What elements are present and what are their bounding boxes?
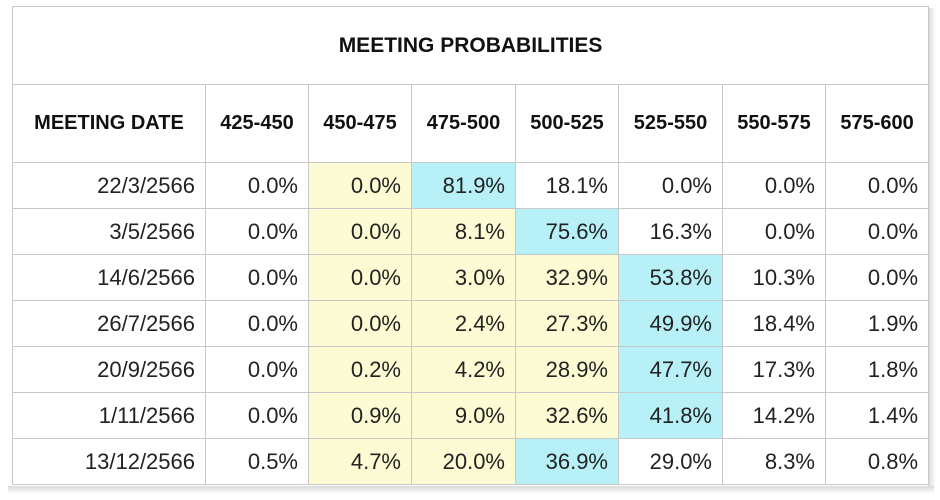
table-row: 20/9/2566 0.0% 0.2% 4.2% 28.9% 47.7% 17.3% 1.8% [12, 346, 930, 393]
table-title: MEETING PROBABILITIES [11, 6, 930, 85]
probability-cell: 4.7% [308, 438, 412, 485]
probability-cell: 2.4% [411, 300, 516, 347]
probability-cell: 36.9% [515, 438, 619, 485]
probability-cell: 27.3% [515, 300, 619, 347]
probability-cell: 0.0% [205, 300, 309, 347]
probability-cell: 9.0% [411, 392, 516, 439]
probability-cell: 1.9% [824, 300, 930, 347]
probability-cell: 0.0% [722, 208, 826, 255]
probability-cell: 0.8% [824, 438, 930, 485]
meeting-date-cell: 26/7/2566 [12, 300, 206, 347]
probability-cell: 47.7% [618, 346, 723, 393]
probability-cell: 18.1% [515, 162, 619, 209]
probability-cell: 0.0% [205, 254, 309, 301]
probability-cell: 32.9% [515, 254, 619, 301]
meeting-date-cell: 14/6/2566 [12, 254, 206, 301]
probability-cell: 0.0% [618, 162, 723, 209]
table-row: 14/6/2566 0.0% 0.0% 3.0% 32.9% 53.8% 10.3% 0.0% [12, 254, 930, 301]
probability-cell: 29.0% [618, 438, 723, 485]
meeting-date-cell: 1/11/2566 [12, 392, 206, 439]
probability-cell: 32.6% [515, 392, 619, 439]
probability-cell: 1.4% [824, 392, 930, 439]
probability-cell: 0.9% [308, 392, 412, 439]
probability-cell: 10.3% [722, 254, 826, 301]
probability-cell: 0.2% [308, 346, 412, 393]
panel-shadow-bottom [8, 486, 934, 494]
table-row: 3/5/2566 0.0% 0.0% 8.1% 75.6% 16.3% 0.0% 0.0% [12, 208, 930, 255]
header-meeting-date: MEETING DATE [12, 84, 206, 163]
header-range: 525-550 [618, 84, 723, 163]
title-row: MEETING PROBABILITIES [11, 6, 930, 85]
probability-cell: 8.1% [411, 208, 516, 255]
meeting-probabilities-table: MEETING PROBABILITIES MEETING DATE 425-4… [11, 6, 930, 485]
probability-cell: 16.3% [618, 208, 723, 255]
probability-cell: 53.8% [618, 254, 723, 301]
table-row: 13/12/2566 0.5% 4.7% 20.0% 36.9% 29.0% 8.3% 0.8… [12, 438, 930, 485]
table-row: 22/3/2566 0.0% 0.0% 81.9% 18.1% 0.0% 0.0% 0.0% [12, 162, 930, 209]
probability-cell: 49.9% [618, 300, 723, 347]
probability-cell: 20.0% [411, 438, 516, 485]
probability-cell: 0.0% [308, 300, 412, 347]
probability-cell: 0.0% [824, 208, 930, 255]
table-body: 22/3/2566 0.0% 0.0% 81.9% 18.1% 0.0% 0.0% 0.0% 3… [12, 162, 930, 485]
probability-cell: 0.0% [824, 254, 930, 301]
panel-shadow-right [928, 8, 936, 488]
probability-cell: 0.0% [308, 254, 412, 301]
probability-cell: 0.0% [205, 346, 309, 393]
header-range: 425-450 [205, 84, 309, 163]
probability-cell: 0.0% [205, 162, 309, 209]
meeting-date-cell: 3/5/2566 [12, 208, 206, 255]
probability-cell: 41.8% [618, 392, 723, 439]
probability-cell: 17.3% [722, 346, 826, 393]
probability-cell: 28.9% [515, 346, 619, 393]
header-range: 500-525 [515, 84, 619, 163]
table-row: 1/11/2566 0.0% 0.9% 9.0% 32.6% 41.8% 14.2% 1.4% [12, 392, 930, 439]
probability-cell: 1.8% [824, 346, 930, 393]
probability-cell: 18.4% [722, 300, 826, 347]
probability-cell: 75.6% [515, 208, 619, 255]
meeting-date-cell: 20/9/2566 [12, 346, 206, 393]
probability-cell: 0.0% [205, 208, 309, 255]
header-range: 550-575 [722, 84, 826, 163]
header-range: 450-475 [308, 84, 412, 163]
probability-cell: 81.9% [411, 162, 516, 209]
meeting-date-cell: 13/12/2566 [12, 438, 206, 485]
header-range: 475-500 [411, 84, 516, 163]
probability-cell: 8.3% [722, 438, 826, 485]
probability-cell: 0.5% [205, 438, 309, 485]
probability-cell: 0.0% [308, 162, 412, 209]
probability-cell: 0.0% [722, 162, 826, 209]
meeting-date-cell: 22/3/2566 [12, 162, 206, 209]
probability-cell: 14.2% [722, 392, 826, 439]
table-row: 26/7/2566 0.0% 0.0% 2.4% 27.3% 49.9% 18.4% 1.9% [12, 300, 930, 347]
probability-cell: 4.2% [411, 346, 516, 393]
probability-cell: 0.0% [308, 208, 412, 255]
probability-cell: 0.0% [205, 392, 309, 439]
header-row: MEETING DATE 425-450 450-475 475-500 500… [12, 84, 930, 163]
header-range: 575-600 [824, 84, 930, 163]
probability-cell: 3.0% [411, 254, 516, 301]
probability-cell: 0.0% [824, 162, 930, 209]
